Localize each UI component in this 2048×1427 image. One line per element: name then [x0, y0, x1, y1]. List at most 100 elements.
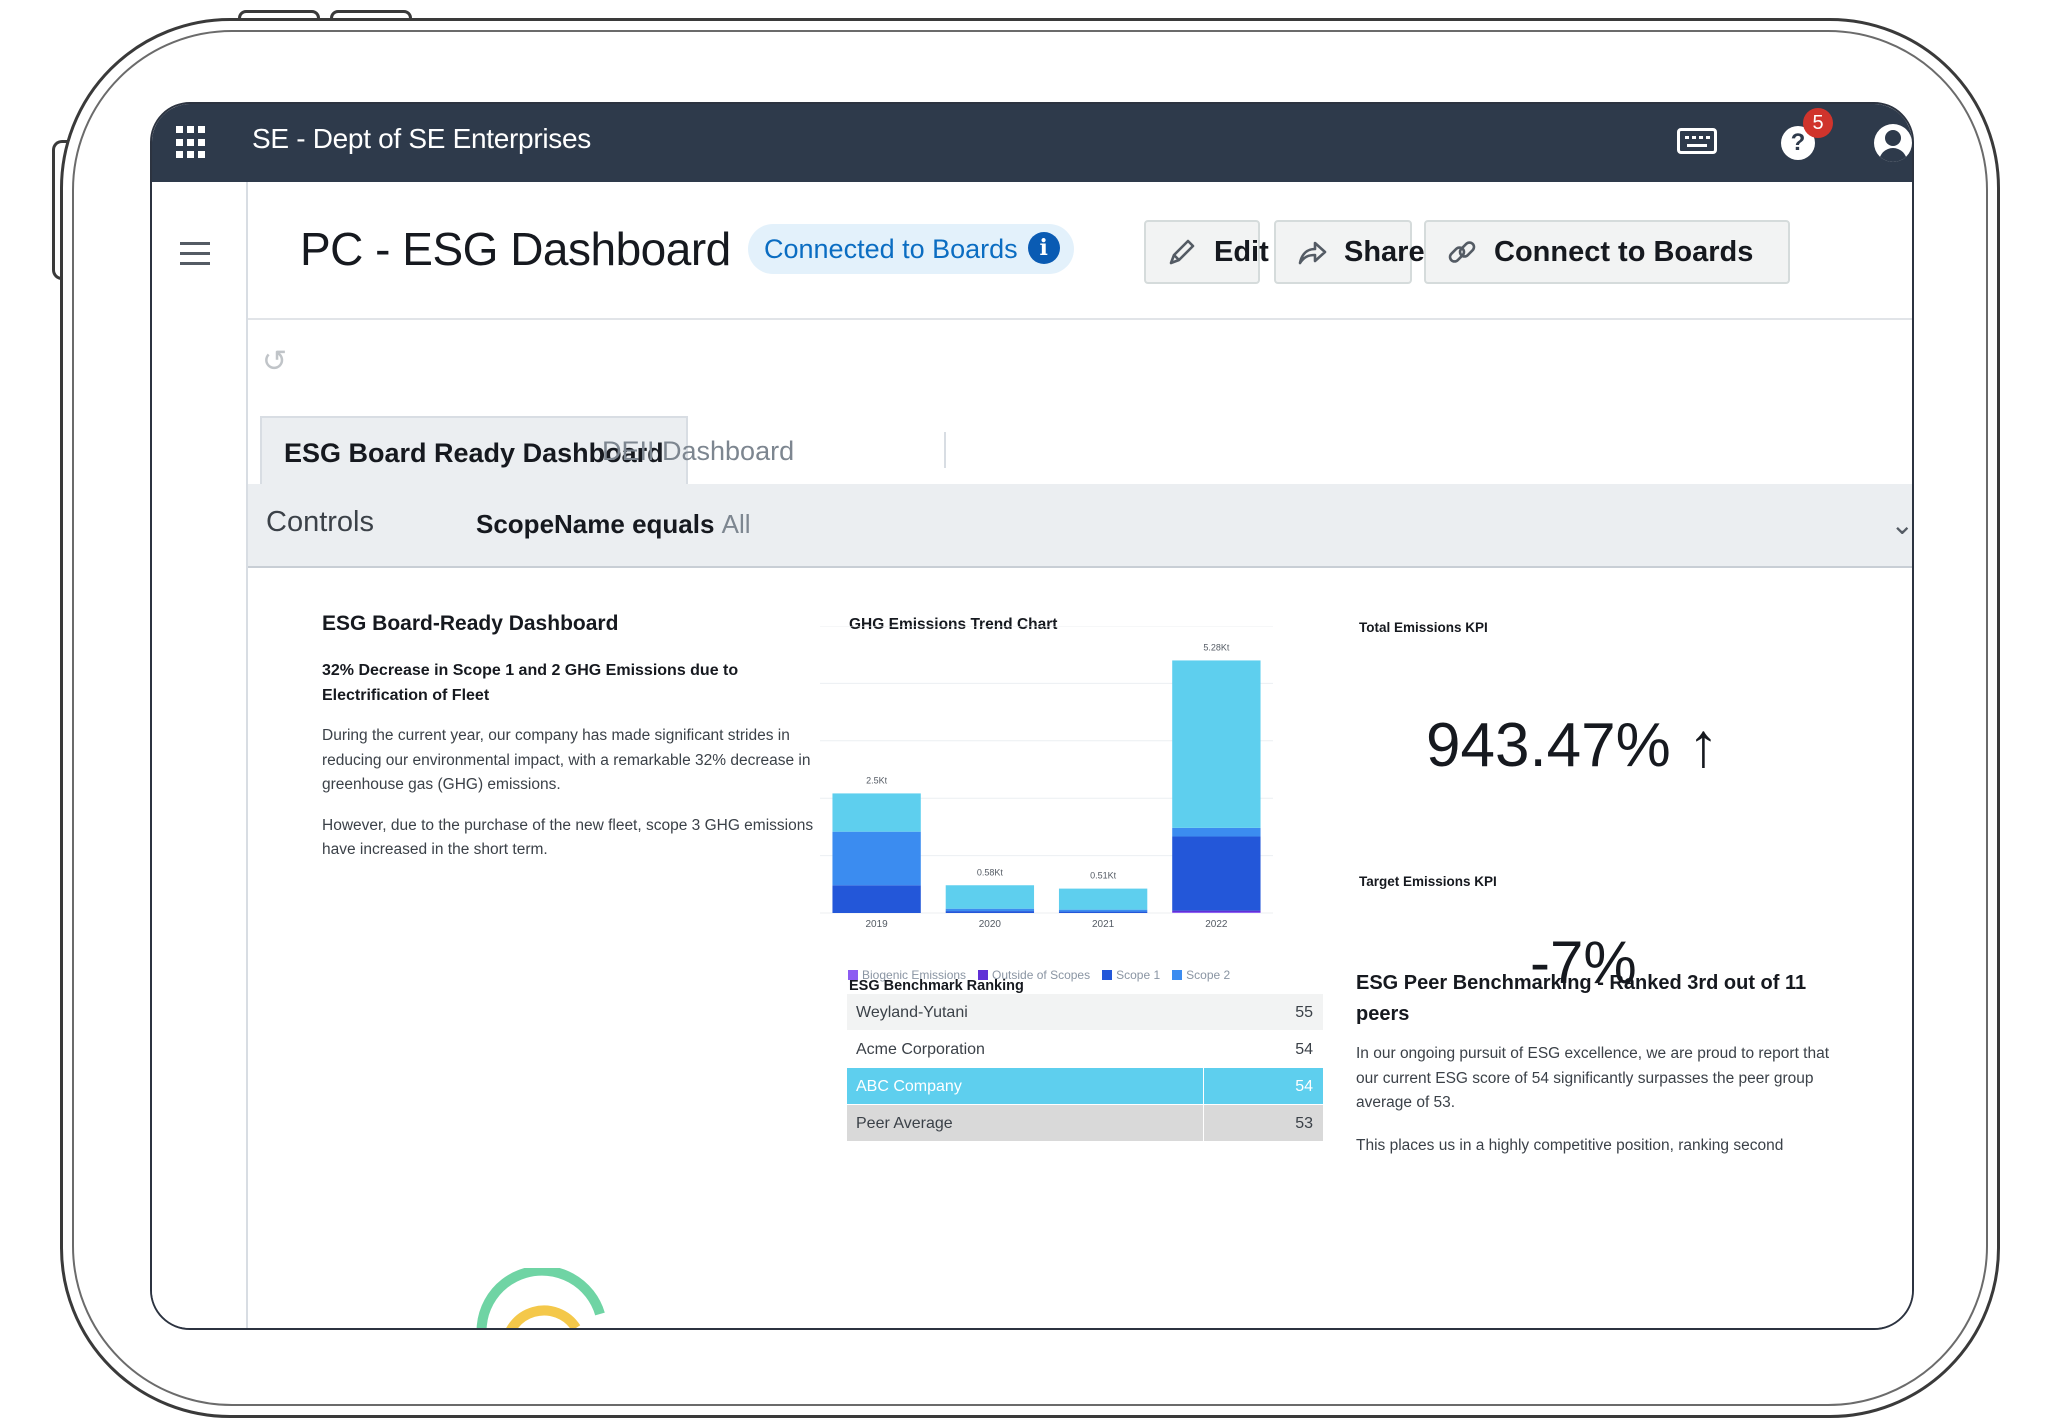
top-navigation-bar: SE - Dept of SE Enterprises ? 5 — [152, 104, 1912, 182]
edit-button[interactable]: Edit — [1144, 220, 1269, 284]
share-button[interactable]: Share — [1274, 220, 1425, 284]
controls-label: Controls — [266, 506, 374, 538]
benchmark-score: 55 — [1295, 1004, 1313, 1021]
peer-benchmarking-title: ESG Peer Benchmarking - Ranked 3rd out o… — [1356, 972, 1807, 1025]
benchmark-title: ESG Benchmark Ranking — [849, 978, 1024, 994]
organization-title: SE - Dept of SE Enterprises — [252, 123, 591, 154]
tab-divider — [944, 432, 946, 468]
legend-label: Scope 2 — [1186, 968, 1231, 982]
chart-data-label: 0.51Kt — [1090, 871, 1117, 881]
legend-label: Scope 1 — [1116, 968, 1161, 982]
filter-field: ScopeName equals — [476, 509, 715, 539]
benchmark-company-name: Acme Corporation — [856, 1041, 985, 1058]
notification-count-badge: 5 — [1803, 108, 1833, 138]
share-icon — [1298, 241, 1327, 265]
target-emissions-kpi-value: -7% — [1530, 929, 1637, 996]
info-icon[interactable]: i — [1027, 231, 1060, 264]
narrative-panel: ESG Board-Ready Dashboard 32% Decrease i… — [322, 612, 832, 863]
benchmark-score: 53 — [1295, 1115, 1313, 1132]
legend-swatch — [1172, 970, 1183, 980]
pencil-icon — [1169, 239, 1195, 265]
controls-bar[interactable]: Controls ScopeName equals All ⌄ — [248, 484, 1914, 568]
benchmark-company-name: Weyland-Yutani — [856, 1004, 968, 1021]
chart-bar-segment — [832, 885, 921, 913]
benchmark-company-name: ABC Company — [856, 1078, 962, 1095]
tab-esg-board-ready-dashboard[interactable]: ESG Board Ready Dashboard — [260, 416, 688, 484]
narrative-paragraph: During the current year, our company has… — [322, 727, 811, 793]
tab-deii-dashboard[interactable]: DEII Dashboard — [602, 436, 795, 466]
legend-item[interactable]: Scope 2 — [1172, 968, 1230, 982]
narrative-subtitle: 32% Decrease in Scope 1 and 2 GHG Emissi… — [322, 662, 739, 704]
legend-swatch — [978, 970, 989, 980]
chart-bar-segment — [1058, 909, 1148, 912]
chart-bar-segment — [832, 793, 921, 832]
chart-bar-segment — [1172, 660, 1261, 828]
device-frame-inner — [72, 30, 1988, 1406]
benchmark-cell-divider — [1203, 1068, 1204, 1105]
total-emissions-kpi-value: 943.47% ↑ — [1426, 711, 1719, 780]
legend-item[interactable]: Scope 1 — [1102, 968, 1160, 982]
benchmark-row[interactable]: Peer Average 53 — [847, 1105, 1323, 1142]
chart-bar-segment — [945, 908, 1035, 912]
edit-button-label: Edit — [1214, 236, 1269, 268]
chart-bar-segment — [1172, 910, 1261, 913]
chart-bar-segment — [832, 831, 921, 886]
benchmark-row[interactable]: Acme Corporation 54 — [847, 1031, 1323, 1068]
benchmark-score: 54 — [1295, 1078, 1313, 1095]
connect-to-boards-button[interactable]: Connect to Boards — [1424, 220, 1790, 284]
app-grid-icon[interactable] — [176, 126, 210, 160]
connected-status-label: Connected to Boards — [764, 234, 1018, 264]
chart-bar-segment — [1172, 912, 1261, 913]
chart-bar-segment — [945, 885, 1035, 909]
app-screen: SE - Dept of SE Enterprises ? 5 PC - ESG… — [150, 102, 1914, 1330]
chart-data-label: 2.5Kt — [866, 775, 888, 785]
legend-swatch — [848, 970, 858, 980]
peer-paragraph: This places us in a highly competitive p… — [1356, 1137, 1784, 1154]
target-emissions-kpi-title: Target Emissions KPI — [1359, 874, 1497, 889]
benchmark-row[interactable]: ABC Company 54 — [847, 1068, 1323, 1105]
sheet-tabs: ESG Board Ready Dashboard DEII Dashboard — [248, 416, 1912, 484]
total-emissions-kpi-title: Total Emissions KPI — [1359, 620, 1488, 635]
left-navigation-rail — [152, 182, 248, 1328]
filter-value: All — [721, 509, 751, 539]
chart-bar-segment — [1172, 836, 1261, 911]
chart-tick-label: 2020 — [979, 919, 1002, 930]
chart-bar-segment — [945, 911, 1035, 913]
connected-status-badge: Connected to Boards i — [748, 224, 1074, 274]
undo-icon[interactable]: ↺ — [262, 345, 288, 378]
user-profile-icon[interactable] — [1874, 124, 1912, 162]
page-title: PC - ESG Dashboard — [300, 223, 731, 275]
legend-item[interactable]: Biogenic Emissions — [848, 968, 966, 982]
chart-bar-segment — [1058, 911, 1148, 913]
chart-bar-segment — [1058, 888, 1148, 910]
benchmark-table: Weyland-Yutani 55 Acme Corporation 54 ABC Co… — [847, 994, 1323, 1142]
chart-tick-label: 2022 — [1205, 919, 1228, 930]
chart-title: GHG Emissions Trend Chart — [849, 616, 1058, 633]
chart-tick-label: 2021 — [1092, 919, 1115, 930]
dashboard-header: PC - ESG Dashboard Connected to Boards i … — [248, 182, 1912, 320]
share-button-label: Share — [1344, 236, 1425, 268]
chart-data-label: 5.28Kt — [1203, 642, 1230, 652]
dashboard-content: ESG Board-Ready Dashboard 32% Decrease i… — [248, 568, 1912, 1328]
chart-bar-segment — [1172, 827, 1261, 837]
chart-legend: Biogenic Emissions Outside of Scopes Scope… — [848, 968, 1288, 1016]
concentric-rings-logo — [476, 1268, 605, 1328]
benchmark-company-name: Peer Average — [856, 1115, 953, 1132]
narrative-paragraph: However, due to the purchase of the new … — [322, 816, 814, 859]
ghg-emissions-chart: 2.5Kt 2019 0.58Kt 2020 0.51Kt 2021 5.28Kt 2022 — [820, 626, 1273, 930]
legend-item[interactable]: Outside of Scopes — [978, 968, 1090, 982]
keyboard-icon[interactable] — [1677, 128, 1717, 154]
chart-tick-label: 2019 — [866, 919, 889, 930]
legend-label: Outside of Scopes — [992, 968, 1091, 982]
connect-button-label: Connect to Boards — [1494, 236, 1754, 268]
link-icon — [1448, 241, 1476, 263]
legend-swatch — [1102, 970, 1113, 980]
chevron-down-icon[interactable]: ⌄ — [1890, 509, 1914, 540]
benchmark-cell-divider — [1203, 1105, 1204, 1142]
benchmark-row[interactable]: Weyland-Yutani 55 — [847, 994, 1323, 1031]
peer-paragraph: In our ongoing pursuit of ESG excellence… — [1356, 1045, 1830, 1111]
chart-data-label: 0.58Kt — [977, 867, 1004, 877]
scope-filter[interactable]: ScopeName equals All — [476, 509, 751, 540]
hamburger-menu-icon[interactable] — [180, 242, 210, 266]
